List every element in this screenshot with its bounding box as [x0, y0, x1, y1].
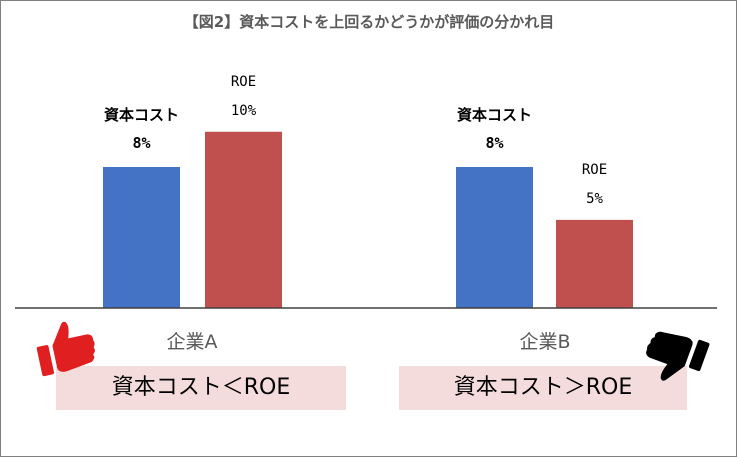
data-label-cost-a: 8%: [132, 134, 150, 152]
bar-cost-a: [103, 167, 180, 308]
series-label-cost-a: 資本コスト: [104, 106, 179, 124]
thumbs-down-icon: [646, 331, 710, 381]
comparison-box-a: 資本コスト＜ROE: [56, 366, 346, 410]
series-label-roe-a: ROE: [231, 74, 256, 90]
comparison-text-a: 資本コスト＜ROE: [111, 375, 291, 400]
comparison-text-b: 資本コスト＞ROE: [453, 375, 633, 400]
data-label-roe-b: 5%: [586, 191, 603, 207]
series-label-cost-b: 資本コスト: [457, 106, 532, 124]
category-label-b: 企業B: [519, 331, 570, 353]
bar-roe-b: [556, 219, 633, 308]
data-label-cost-b: 8%: [485, 134, 503, 152]
bar-roe-a: [205, 131, 282, 308]
category-label-a: 企業A: [167, 331, 218, 353]
chart-title: 【図2】資本コストを上回るかどうかが評価の分かれ目: [184, 13, 554, 31]
bar-cost-b: [456, 167, 533, 308]
series-label-roe-b: ROE: [582, 162, 607, 178]
comparison-box-b: 資本コスト＞ROE: [399, 366, 687, 410]
data-label-roe-a: 10%: [231, 103, 257, 119]
thumbs-up-icon: [36, 321, 95, 377]
